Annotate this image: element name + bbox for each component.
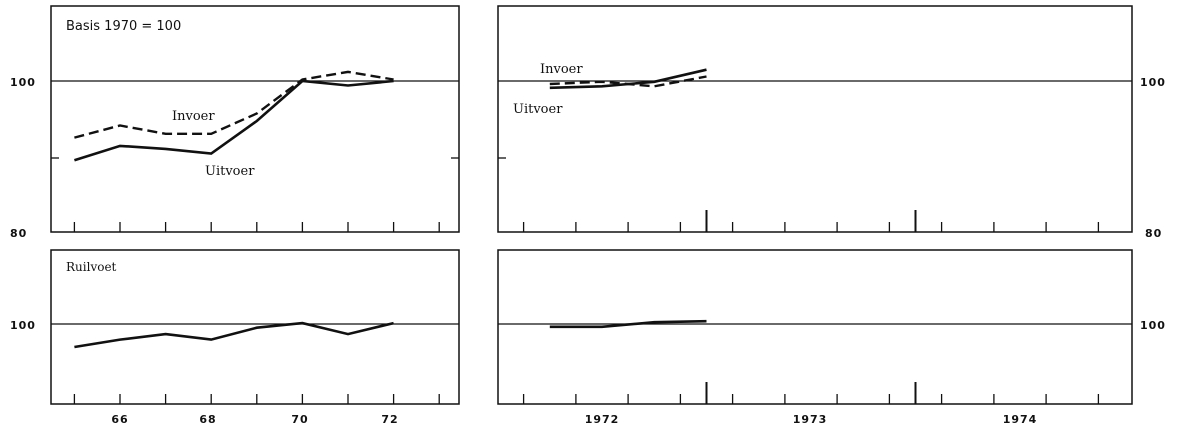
series-label-uitvoer: Uitvoer (205, 164, 255, 179)
x-tick-marks (73, 222, 440, 232)
panel-frame (50, 249, 460, 405)
panel-frame (497, 5, 1133, 233)
series-label-uitvoer: Uitvoer (513, 102, 563, 117)
y-tick-label: 80 (1145, 227, 1162, 240)
x-tick-label: 68 (199, 413, 216, 426)
series-line-invoer (74, 70, 394, 139)
panel-title: Basis 1970 = 100 (66, 19, 181, 34)
panel-frame (497, 249, 1133, 405)
panel-top-left: Basis 1970 = 100 Invoer Uitvoer (50, 5, 460, 233)
series-line-uitvoer (74, 79, 394, 162)
y-tick-label: 100 (1140, 319, 1166, 332)
x-tick-label: 1973 (793, 413, 828, 426)
series-line-ruilvoet (549, 319, 707, 329)
panel-bottom-left: Ruilvoet (50, 249, 460, 405)
x-tick-marks (73, 394, 440, 404)
x-tick-label: 1972 (585, 413, 620, 426)
y-tick-label: 100 (1140, 76, 1166, 89)
x-tick-marks (522, 210, 1100, 232)
y-tick-label: 100 (10, 76, 36, 89)
x-tick-label: 70 (291, 413, 308, 426)
panel-frame (50, 5, 460, 233)
series-label-invoer: Invoer (172, 109, 215, 124)
panel-top-right: Invoer Uitvoer (497, 5, 1133, 233)
panel-title: Ruilvoet (66, 260, 117, 274)
y-tick-label: 100 (10, 319, 36, 332)
panel-bottom-right (497, 249, 1133, 405)
x-tick-marks (522, 382, 1100, 404)
x-tick-label: 66 (111, 413, 128, 426)
x-tick-label: 1974 (1003, 413, 1038, 426)
series-label-invoer: Invoer (540, 62, 583, 77)
y-tick-label: 80 (10, 227, 27, 240)
series-line-ruilvoet (74, 321, 394, 349)
x-tick-label: 72 (381, 413, 398, 426)
series-line-uitvoer (549, 68, 707, 90)
